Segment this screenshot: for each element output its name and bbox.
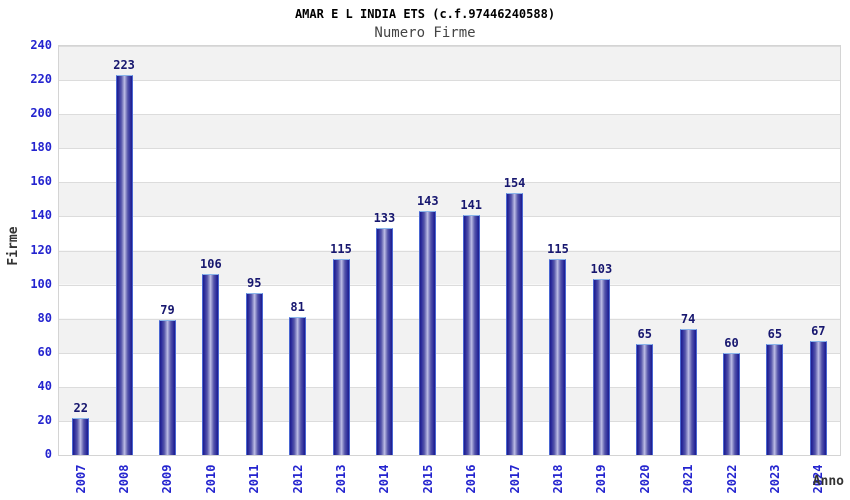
x-tick-label: 2017 xyxy=(507,464,522,494)
bar-value-label: 79 xyxy=(160,303,175,318)
bar-value-label: 65 xyxy=(767,327,783,342)
y-tick-label: 220 xyxy=(30,72,52,87)
x-tick-label: 2018 xyxy=(550,464,565,494)
x-tick-label: 2011 xyxy=(247,464,262,494)
bar-value-label: 65 xyxy=(637,327,652,342)
gridline xyxy=(59,148,840,150)
gridline xyxy=(59,386,840,388)
x-tick-label: 2023 xyxy=(767,464,782,494)
bar-value-label: 103 xyxy=(590,262,613,277)
chart-title: AMAR E L INDIA ETS (c.f.97446240588) xyxy=(294,7,556,21)
y-tick-label: 200 xyxy=(30,106,52,121)
x-axis-label: Anno xyxy=(812,474,844,489)
bar-value-label: 154 xyxy=(503,175,526,190)
x-tick-label: 2013 xyxy=(334,464,349,494)
x-tick-label: 2008 xyxy=(117,464,132,494)
gridline xyxy=(59,216,840,218)
y-tick-label: 140 xyxy=(30,208,52,223)
bar xyxy=(202,274,220,455)
x-tick-label: 2019 xyxy=(594,464,609,494)
bar xyxy=(679,328,697,455)
x-tick-label: 2010 xyxy=(203,464,218,494)
y-tick-label: 240 xyxy=(30,38,52,52)
y-tick-label: 60 xyxy=(37,344,52,359)
bar-value-label: 81 xyxy=(290,299,305,314)
bar-value-label: 74 xyxy=(680,311,696,326)
bar xyxy=(375,228,393,455)
x-tick-label: 2020 xyxy=(637,464,652,494)
bar-value-label: 115 xyxy=(330,242,352,257)
bar xyxy=(549,259,567,455)
bar-value-label: 143 xyxy=(416,194,439,209)
x-tick-label: 2009 xyxy=(160,464,175,494)
bar xyxy=(332,259,350,455)
bar xyxy=(636,344,654,455)
plot-area: 22 223 79 106 95 81 115 133 143 141 154 115 103 65 74 6… xyxy=(58,45,841,456)
bar xyxy=(723,352,741,455)
y-tick-label: 180 xyxy=(30,140,52,155)
bar xyxy=(245,293,263,455)
gridline xyxy=(59,80,840,82)
gridline xyxy=(59,46,840,47)
bar xyxy=(419,211,437,455)
bar-value-label: 223 xyxy=(113,57,135,72)
bar-value-label: 95 xyxy=(247,276,262,291)
y-tick-label: 100 xyxy=(30,276,52,291)
x-tick-label: 2022 xyxy=(724,464,739,494)
y-tick-label: 160 xyxy=(30,174,52,189)
gridline xyxy=(59,284,840,286)
gridline xyxy=(59,250,840,252)
gridline xyxy=(59,182,840,184)
bar xyxy=(115,74,133,455)
y-tick-label: 120 xyxy=(30,242,52,257)
gridline xyxy=(59,114,840,116)
x-tick-label: 2015 xyxy=(420,464,435,494)
bar xyxy=(289,316,307,455)
bar-value-label: 22 xyxy=(73,400,88,415)
bar xyxy=(462,214,480,455)
bar-value-label: 141 xyxy=(460,197,483,212)
gridline xyxy=(59,352,840,354)
bar-value-label: 133 xyxy=(373,211,396,226)
bar-value-label: 67 xyxy=(811,323,826,338)
bar-value-label: 60 xyxy=(724,335,739,350)
y-tick-label: 0 xyxy=(44,447,52,461)
x-tick-label: 2016 xyxy=(464,464,479,494)
y-tick-label: 20 xyxy=(37,412,52,427)
bar xyxy=(766,344,784,455)
chart-subtitle: Numero Firme xyxy=(374,25,476,41)
x-tick-label: 2007 xyxy=(73,464,88,494)
bar xyxy=(809,340,827,455)
gridline xyxy=(59,420,840,422)
bar-value-label: 115 xyxy=(547,242,569,257)
y-tick-label: 80 xyxy=(37,310,52,325)
bar-value-label: 106 xyxy=(200,257,222,272)
y-tick-label: 40 xyxy=(37,378,52,393)
bar xyxy=(72,417,90,455)
x-tick-label: 2012 xyxy=(290,464,305,494)
gridline xyxy=(59,318,840,320)
x-tick-label: 2014 xyxy=(377,464,392,494)
bar xyxy=(158,320,176,455)
x-tick-label: 2021 xyxy=(681,464,696,494)
bar xyxy=(506,192,524,455)
bar xyxy=(592,279,610,455)
